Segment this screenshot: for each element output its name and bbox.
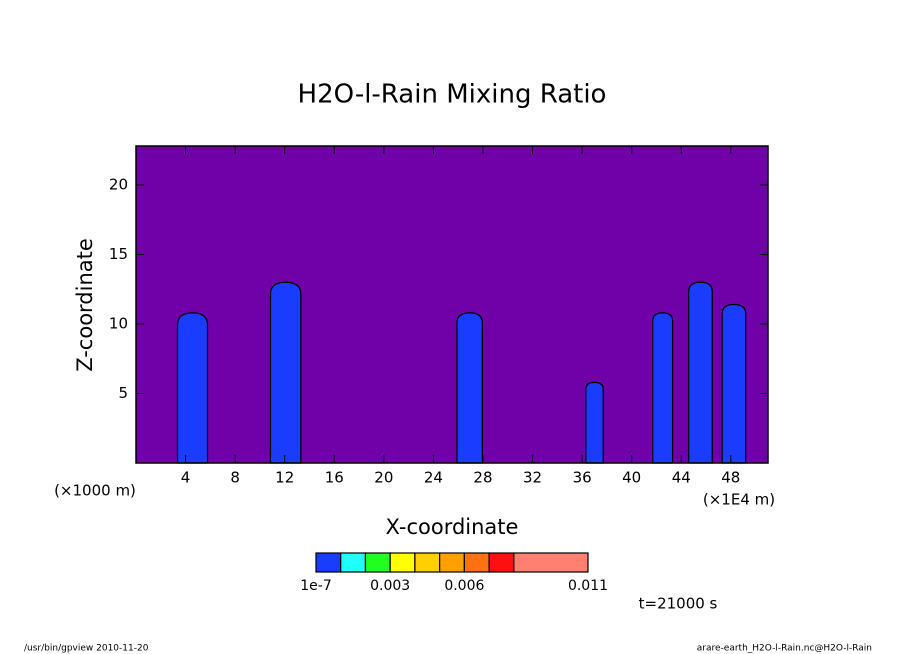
colorbar-box [315,552,342,573]
x-unit: (×1000 m) [54,482,136,500]
colorbar-box [364,552,391,573]
rain-cell [176,312,209,464]
x-tick-label: 48 [721,469,740,487]
colorbar-label: 1e-7 [300,578,331,594]
x-tick-label: 44 [672,469,691,487]
footer-right: arare-earth_H2O-l-Rain.nc@H2O-l-Rain [697,644,872,654]
x-tick-label: 12 [275,469,294,487]
rain-cell [585,381,604,464]
footer-left: /usr/bin/gpview 2010-11-20 [24,644,149,654]
y-tick-label: 15 [109,245,128,263]
rain-cell [721,303,747,464]
plot-frame [135,145,769,464]
y-tick-label: 10 [109,314,128,332]
x-tick-label: 40 [622,469,641,487]
x-tick-label: 20 [374,469,393,487]
rain-cell [652,312,674,464]
plot-background [136,146,768,463]
colorbar-box [389,552,416,573]
x-tick-label: 16 [325,469,344,487]
rain-cell [688,281,713,464]
x-unit-right: (×1E4 m) [703,491,775,509]
x-tick-label: 4 [181,469,191,487]
colorbar-label: 0.006 [444,578,484,594]
colorbar-box [488,552,515,573]
x-tick-label: 24 [424,469,443,487]
colorbar-box [340,552,367,573]
x-axis-label: X-coordinate [386,515,519,539]
x-tick-label: 32 [523,469,542,487]
y-tick-label: 5 [118,384,128,402]
colorbar-box [439,552,465,573]
colorbar-label: 0.003 [370,578,410,594]
time-label: t=21000 s [639,595,718,613]
colorbar-box [414,552,441,573]
y-axis-label: Z-coordinate [73,238,97,372]
x-tick-label: 36 [573,469,592,487]
x-tick-label: 28 [473,469,492,487]
rain-cell [456,312,483,464]
rain-cell [269,281,302,464]
y-tick-label: 20 [109,175,128,193]
chart-title: H2O-l-Rain Mixing Ratio [298,80,607,110]
x-tick-label: 8 [230,469,240,487]
colorbar-box [463,552,490,573]
colorbar-box [513,552,589,573]
colorbar-label: 0.011 [568,578,608,594]
